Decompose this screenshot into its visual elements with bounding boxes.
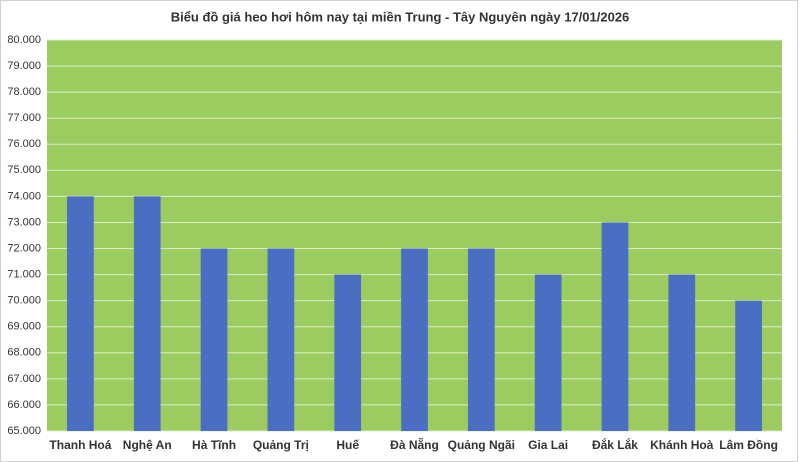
x-tick-label: Quảng Ngãi <box>448 438 515 452</box>
y-tick-label: 71.000 <box>7 269 41 281</box>
bar <box>67 196 94 431</box>
y-tick-label: 80.000 <box>7 34 41 46</box>
y-tick-label: 68.000 <box>7 347 41 359</box>
bar <box>601 222 629 431</box>
y-tick-label: 78.000 <box>7 86 41 98</box>
bar <box>267 248 295 431</box>
x-tick-label: Khánh Hoà <box>650 438 714 452</box>
y-tick-label: 65.000 <box>7 425 41 437</box>
y-tick-label: 79.000 <box>7 60 41 72</box>
x-tick-label: Nghệ An <box>123 438 172 452</box>
bar <box>735 300 762 431</box>
y-tick-label: 70.000 <box>7 295 41 307</box>
y-tick-label: 72.000 <box>7 242 41 254</box>
y-tick-label: 74.000 <box>7 190 41 202</box>
y-tick-label: 76.000 <box>7 138 41 150</box>
y-tick-label: 67.000 <box>7 373 41 385</box>
x-tick-label: Hà Tĩnh <box>192 438 236 452</box>
x-tick-label: Gia Lai <box>528 438 568 452</box>
y-tick-label: 66.000 <box>7 399 41 411</box>
y-tick-label: 75.000 <box>7 164 41 176</box>
x-tick-label: Lâm Đồng <box>719 438 778 452</box>
bar <box>401 248 428 431</box>
bar <box>133 196 161 431</box>
y-tick-label: 69.000 <box>7 321 41 333</box>
bar <box>200 248 228 431</box>
x-tick-label: Quảng Trị <box>253 438 309 452</box>
y-tick-label: 73.000 <box>7 216 41 228</box>
x-tick-label: Đà Nẵng <box>390 437 439 452</box>
x-tick-label: Đắk Lắk <box>592 437 638 452</box>
bar <box>334 274 362 431</box>
y-tick-label: 77.000 <box>7 112 41 124</box>
bar <box>467 248 495 431</box>
x-tick-label: Huế <box>336 438 359 452</box>
bar <box>668 274 696 431</box>
x-tick-label: Thanh Hoá <box>49 438 111 452</box>
bar <box>534 274 562 431</box>
chart-title: Biểu đồ giá heo hơi hôm nay tại miền Tru… <box>171 9 630 24</box>
